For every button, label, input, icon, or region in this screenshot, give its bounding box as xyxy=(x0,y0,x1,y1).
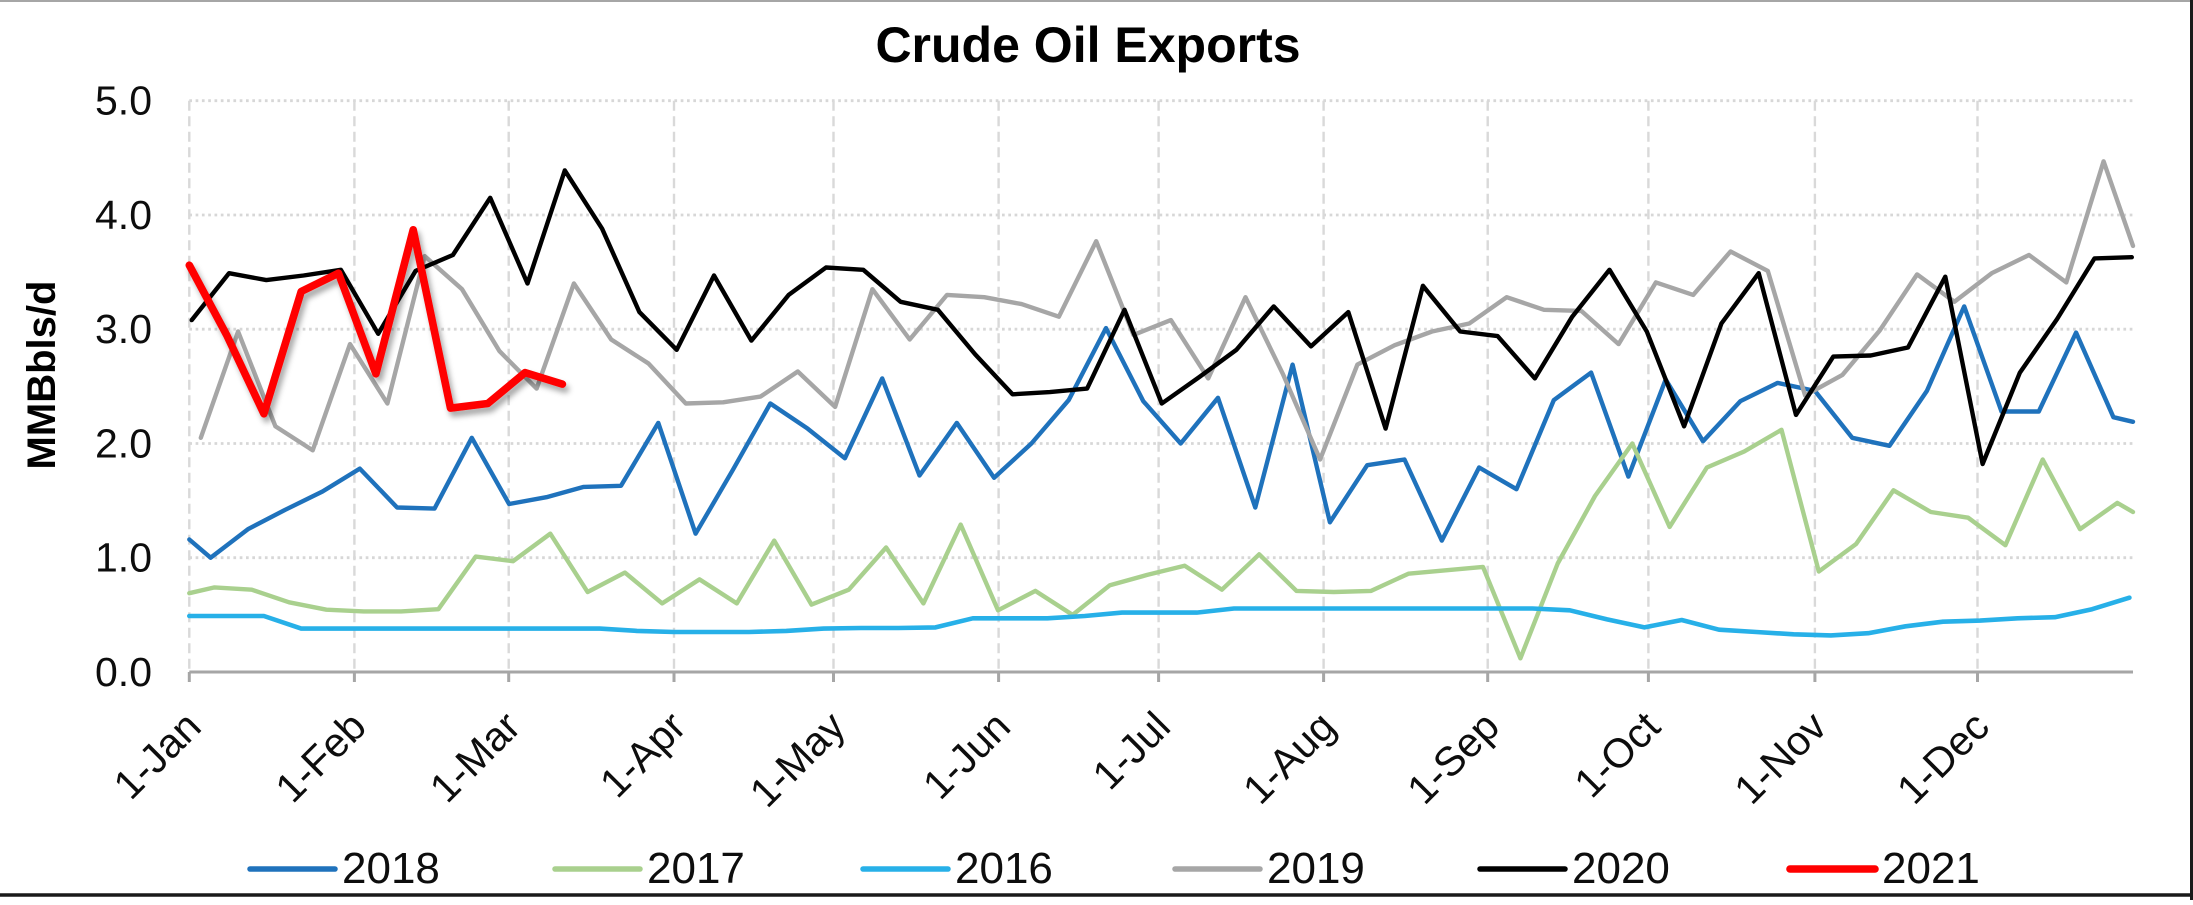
svg-text:4.0: 4.0 xyxy=(95,192,152,238)
svg-text:2021: 2021 xyxy=(1882,844,1980,893)
svg-text:5.0: 5.0 xyxy=(95,78,152,124)
svg-text:3.0: 3.0 xyxy=(95,306,152,352)
svg-text:2019: 2019 xyxy=(1267,844,1365,893)
svg-text:2018: 2018 xyxy=(342,844,440,893)
svg-text:2.0: 2.0 xyxy=(95,421,152,467)
svg-text:2017: 2017 xyxy=(647,844,745,893)
svg-text:2016: 2016 xyxy=(955,844,1053,893)
svg-text:1.0: 1.0 xyxy=(95,535,152,581)
svg-text:2020: 2020 xyxy=(1572,844,1670,893)
svg-text:Crude Oil Exports: Crude Oil Exports xyxy=(875,17,1300,73)
svg-text:MMBbls/d: MMBbls/d xyxy=(20,281,64,470)
svg-text:0.0: 0.0 xyxy=(95,649,152,695)
